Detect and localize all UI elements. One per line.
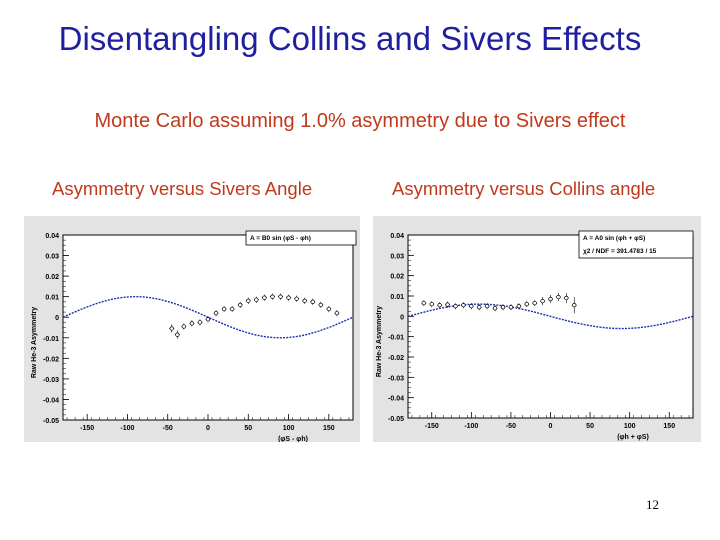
y-tick-label: 0.02: [45, 274, 59, 281]
x-tick-label: 50: [586, 423, 594, 430]
data-point: [286, 295, 291, 300]
x-tick-label: 100: [624, 423, 636, 430]
y-tick-label: -0.01: [43, 336, 59, 343]
data-point: [334, 310, 340, 316]
legend-entry: χ2 / NDF = 391.4783 / 15: [583, 248, 657, 255]
x-tick-label: 100: [283, 425, 295, 432]
y-tick-label: 0.01: [45, 295, 59, 302]
y-tick-label: 0.02: [390, 274, 404, 281]
y-tick-label: -0.04: [388, 396, 404, 403]
x-tick-label: -50: [506, 423, 516, 430]
y-tick-label: -0.02: [43, 356, 59, 363]
data-point: [169, 326, 174, 331]
data-point: [318, 302, 323, 308]
data-point: [221, 306, 227, 312]
data-point: [294, 296, 299, 301]
y-tick-label: -0.03: [43, 377, 59, 384]
x-tick-label: 0: [206, 425, 210, 432]
x-tick-label: 150: [663, 423, 675, 430]
data-point: [310, 299, 315, 304]
x-tick-label: 50: [244, 425, 252, 432]
legend-entry: A = A0 sin (φh + φS): [583, 235, 645, 242]
y-axis-title: Raw He-3 Asymmetry: [376, 306, 383, 377]
y-tick-label: 0.03: [45, 254, 59, 261]
legend-box: [245, 230, 357, 246]
y-tick-label: -0.02: [388, 355, 404, 362]
sivers-plot-panel: 0.04 0.03 0.02 0.01 0 -0.01 -0.02 -0.03 -0.04 -0.…: [24, 216, 360, 442]
data-point: [230, 306, 235, 312]
data-point: [197, 320, 203, 325]
y-tick-label: 0.03: [390, 253, 404, 260]
data-point: [516, 304, 521, 309]
data-point: [492, 306, 498, 311]
data-point: [524, 301, 529, 307]
data-point: [548, 296, 553, 302]
y-tick-label: -0.01: [388, 335, 404, 342]
caption-collins: Asymmetry versus Collins angle: [392, 178, 656, 199]
data-point: [181, 324, 186, 329]
plot-frame: [407, 234, 694, 419]
x-axis-title: (φh + φS): [617, 434, 649, 441]
data-point: [429, 301, 434, 307]
slide-subtitle: Monte Carlo assuming 1.0% asymmetry due …: [94, 110, 626, 132]
y-tick-label: -0.04: [43, 397, 59, 404]
data-point: [445, 302, 450, 307]
y-tick-label: 0.04: [390, 233, 404, 240]
data-point: [477, 305, 482, 310]
data-point: [326, 306, 331, 312]
data-point: [469, 304, 474, 309]
x-axis-title: (φS - φh): [278, 436, 308, 442]
x-tick-label: 0: [549, 423, 553, 430]
legend-box: [578, 230, 694, 259]
slide-title: Disentangling Collins and Sivers Effects: [58, 20, 642, 57]
data-point: [572, 302, 577, 308]
data-point: [205, 317, 211, 322]
data-point: [453, 304, 458, 309]
y-tick-label: -0.03: [388, 375, 404, 382]
x-tick-label: -100: [120, 425, 134, 432]
x-tick-label: -150: [425, 423, 439, 430]
y-tick-label: 0: [55, 315, 59, 322]
y-tick-label: -0.05: [388, 416, 404, 423]
collins-plot-panel: 0.04 0.03 0.02 0.01 0 -0.01 -0.02 -0.03 -0.04 -0.…: [373, 216, 701, 442]
data-point: [556, 294, 561, 300]
data-point: [485, 304, 490, 309]
data-point: [278, 294, 283, 299]
data-point: [564, 295, 569, 301]
y-tick-label: -0.05: [43, 418, 59, 425]
caption-sivers: Asymmetry versus Sivers Angle: [52, 178, 313, 199]
plot-frame: [62, 234, 354, 421]
data-point: [213, 310, 219, 316]
data-point: [532, 300, 537, 306]
x-tick-label: -50: [163, 425, 173, 432]
data-point: [302, 298, 307, 303]
data-point: [175, 332, 180, 337]
data-point: [270, 294, 275, 299]
data-point: [262, 295, 267, 300]
x-tick-label: 150: [323, 425, 335, 432]
slide-number: 12: [646, 497, 659, 512]
data-point: [254, 297, 259, 302]
y-tick-label: 0.01: [390, 294, 404, 301]
legend-entry: A = B0 sin (φS - φh): [250, 235, 311, 242]
sivers-asymmetry-chart: 0.04 0.03 0.02 0.01 0 -0.01 -0.02 -0.03 -0.04 -0.…: [31, 230, 357, 442]
collins-asymmetry-chart: 0.04 0.03 0.02 0.01 0 -0.01 -0.02 -0.03 -0.04 -0.…: [376, 230, 694, 441]
y-axis-title: Raw He-3 Asymmetry: [31, 307, 38, 378]
data-point: [421, 300, 426, 306]
data-point: [461, 302, 466, 308]
y-tick-label: 0: [400, 314, 404, 321]
y-tick-label: 0.04: [45, 233, 59, 240]
data-point: [189, 321, 195, 326]
data-point: [508, 305, 514, 310]
data-point: [540, 298, 545, 304]
data-point: [238, 302, 243, 308]
x-tick-label: -150: [80, 425, 94, 432]
data-point: [437, 302, 442, 308]
data-point: [500, 305, 506, 310]
x-tick-label: -100: [464, 423, 478, 430]
data-point: [246, 298, 251, 303]
